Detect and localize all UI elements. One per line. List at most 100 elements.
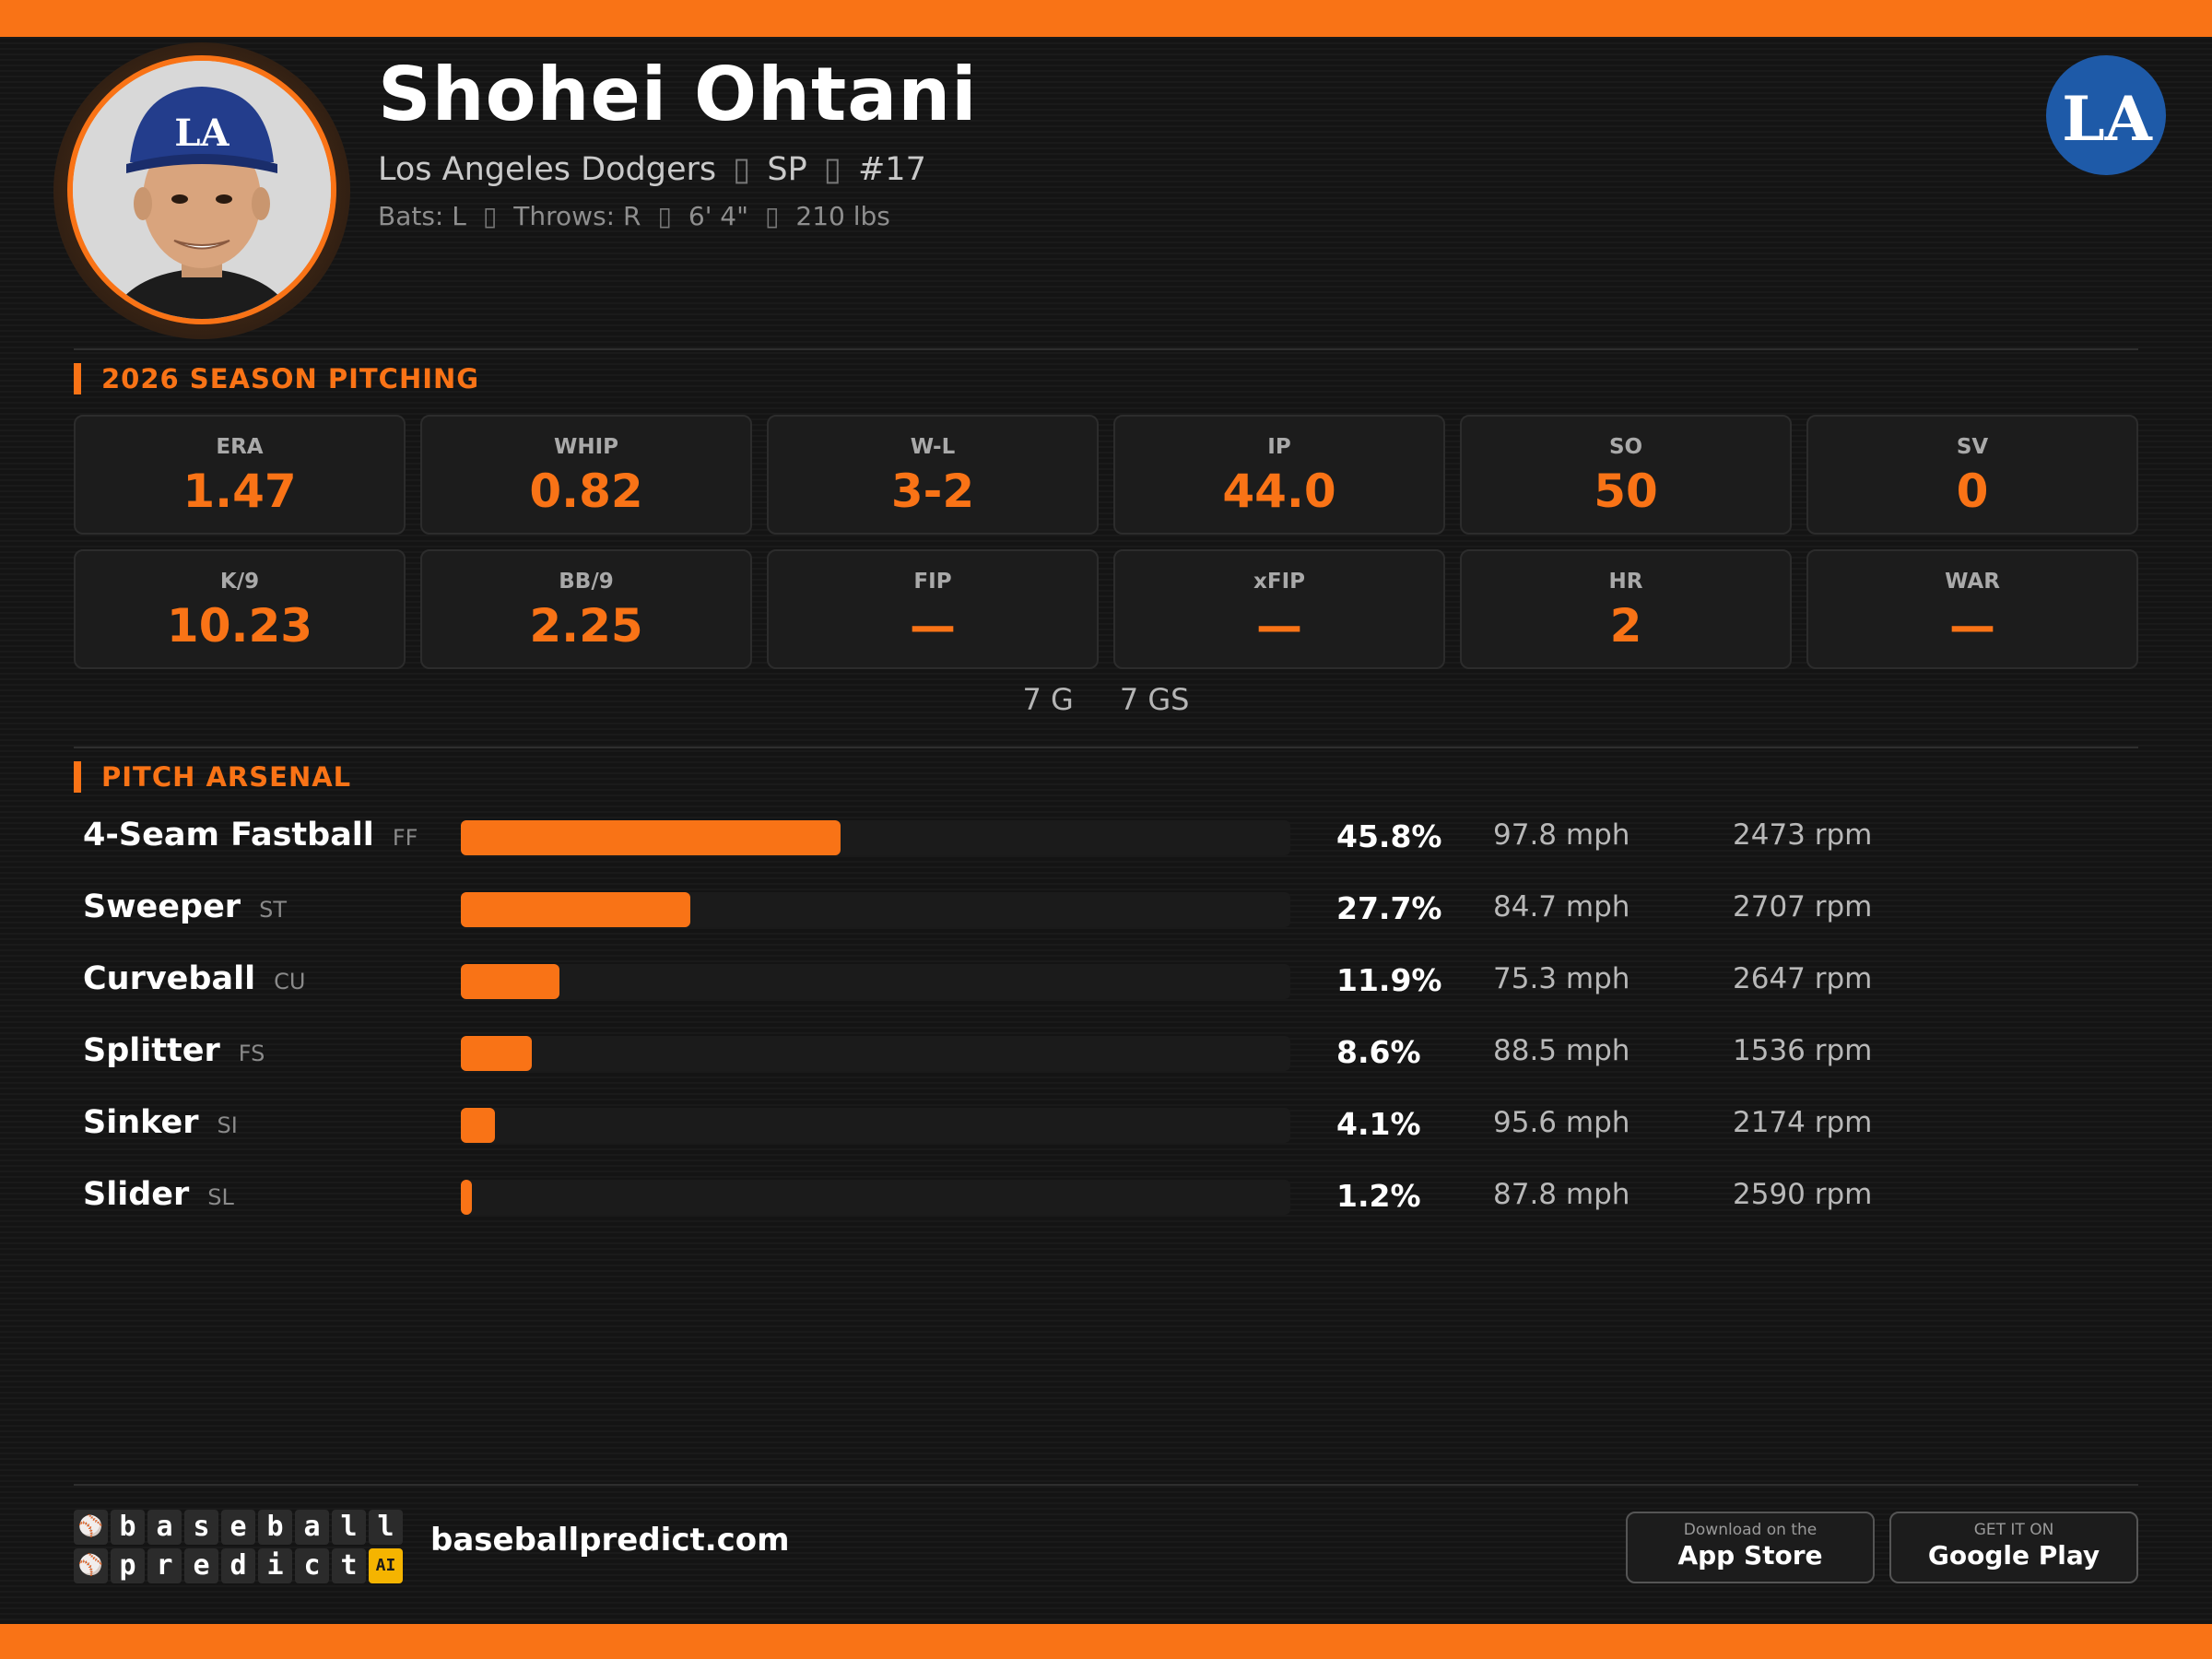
stat-value: 1.47: [182, 465, 297, 518]
stat-card-so: SO 50: [1460, 415, 1792, 535]
player-avatar: LA: [67, 55, 336, 324]
pitch-usage-percent: 11.9%: [1336, 962, 1442, 998]
app-store-button[interactable]: Download on the App Store: [1626, 1512, 1875, 1583]
separator: ▯: [657, 201, 672, 231]
stat-value: —: [1949, 599, 1995, 653]
pitch-spin-rate: 2174 rpm: [1733, 1106, 1873, 1139]
stat-value: 3-2: [890, 465, 975, 518]
brand-letter-tile: p: [111, 1548, 145, 1583]
stat-card-era: ERA 1.47: [74, 415, 406, 535]
stat-card-w-l: W-L 3-2: [767, 415, 1099, 535]
brand-letter-tile: l: [332, 1510, 366, 1545]
header-divider: [74, 348, 2138, 350]
season-stat-grid: ERA 1.47 WHIP 0.82 W-L 3-2 IP 44.0 SO 50 SV 0 K/9 10.…: [74, 415, 2138, 669]
brand-letter-tile: e: [184, 1548, 218, 1583]
stat-label: SO: [1608, 435, 1643, 459]
pitch-row: Sweeper ST 27.7% 84.7 mph 2707 rpm: [74, 877, 2138, 949]
brand-letter-tile: a: [147, 1510, 182, 1545]
player-name: Shohei Ohtani: [378, 52, 978, 137]
stat-label: xFIP: [1253, 570, 1305, 594]
pitch-spin-rate: 1536 rpm: [1733, 1034, 1873, 1067]
stat-label: SV: [1956, 435, 1989, 459]
pitch-name-cell: 4-Seam Fastball FF: [83, 817, 418, 853]
pitch-name-cell: Splitter FS: [83, 1032, 265, 1069]
usage-bar-track: [461, 892, 1290, 927]
pitch-name-cell: Sinker SI: [83, 1104, 238, 1141]
pitch-name-cell: Curveball CU: [83, 960, 305, 997]
games-played: 7 G: [1022, 682, 1074, 717]
stat-card-xfip: xFIP —: [1113, 549, 1445, 669]
stat-card-whip: WHIP 0.82: [420, 415, 752, 535]
stat-value: 2: [1609, 599, 1642, 653]
games-summary: 7 G 7 GS: [0, 682, 2212, 717]
player-weight: 210 lbs: [795, 201, 890, 231]
stat-value: —: [1256, 599, 1302, 653]
brand-letter-tile: a: [295, 1510, 329, 1545]
stat-value: 50: [1594, 465, 1658, 518]
brand-logo-line-1: ⚾ b a s e b a l l: [74, 1510, 409, 1545]
stat-card-sv: SV 0: [1806, 415, 2138, 535]
stat-label: WAR: [1945, 570, 2000, 594]
pitch-code: FS: [238, 1041, 265, 1066]
pitch-name-cell: Slider SL: [83, 1176, 234, 1213]
games-started: 7 GS: [1119, 682, 1190, 717]
stat-card-war: WAR —: [1806, 549, 2138, 669]
arsenal-section-title: PITCH ARSENAL: [74, 761, 351, 793]
season-section-title: 2026 SEASON PITCHING: [74, 363, 479, 394]
pitch-row: Slider SL 1.2% 87.8 mph 2590 rpm: [74, 1165, 2138, 1237]
baseballpredict-logo[interactable]: ⚾ b a s e b a l l ⚾ p r e d i c t AI: [74, 1510, 409, 1583]
top-accent-bar: [0, 0, 2212, 37]
stat-card-bb-9: BB/9 2.25: [420, 549, 752, 669]
stat-card-ip: IP 44.0: [1113, 415, 1445, 535]
pitch-code: SL: [207, 1184, 234, 1210]
brand-letter-tile: e: [221, 1510, 255, 1545]
stat-card-fip: FIP —: [767, 549, 1099, 669]
pitch-usage-percent: 1.2%: [1336, 1178, 1421, 1214]
google-play-button[interactable]: GET IT ON Google Play: [1889, 1512, 2138, 1583]
brand-logo-line-2: ⚾ p r e d i c t AI: [74, 1548, 409, 1583]
player-team-line: Los Angeles Dodgers ▯ SP ▯ #17: [378, 151, 926, 188]
team-logo-text: LA: [2062, 83, 2152, 155]
brand-ai-badge: AI: [369, 1548, 403, 1583]
stat-value: 0: [1956, 465, 1989, 518]
player-bats: Bats: L: [378, 201, 466, 231]
stat-label: WHIP: [553, 435, 619, 459]
usage-bar-fill: [461, 820, 841, 855]
brand-letter-tile: b: [111, 1510, 145, 1545]
usage-bar-track: [461, 820, 1290, 855]
team-logo: LA: [2046, 55, 2166, 175]
pitch-velocity: 75.3 mph: [1493, 962, 1630, 995]
dodgers-logo-icon: LA: [2062, 83, 2152, 155]
pitch-velocity: 84.7 mph: [1493, 890, 1630, 924]
player-team: Los Angeles Dodgers: [378, 151, 717, 188]
baseball-icon: ⚾: [74, 1548, 108, 1583]
stat-value: 2.25: [529, 599, 643, 653]
pitch-code: CU: [274, 969, 306, 994]
player-height: 6' 4": [688, 201, 748, 231]
usage-bar-fill: [461, 1108, 495, 1143]
player-bio-line: Bats: L ▯ Throws: R ▯ 6' 4" ▯ 210 lbs: [378, 201, 890, 231]
pitch-spin-rate: 2473 rpm: [1733, 818, 1873, 852]
player-number: #17: [857, 151, 926, 188]
svg-text:LA: LA: [174, 112, 229, 155]
pitch-velocity: 97.8 mph: [1493, 818, 1630, 852]
separator: ▯: [823, 151, 841, 188]
pitch-velocity: 88.5 mph: [1493, 1034, 1630, 1067]
usage-bar-track: [461, 1108, 1290, 1143]
pitch-row: Curveball CU 11.9% 75.3 mph 2647 rpm: [74, 949, 2138, 1021]
pitch-usage-percent: 8.6%: [1336, 1034, 1421, 1070]
pitch-name: 4-Seam Fastball: [83, 817, 374, 853]
stat-value: 44.0: [1222, 465, 1336, 518]
google-play-label: Google Play: [1927, 1540, 2100, 1571]
pitch-code: FF: [392, 825, 418, 851]
google-play-caption: GET IT ON: [1973, 1521, 2054, 1539]
player-throws: Throws: R: [513, 201, 641, 231]
usage-bar-fill: [461, 964, 560, 999]
section-divider: [74, 747, 2138, 748]
brand-letter-tile: l: [369, 1510, 403, 1545]
brand-letter-tile: d: [221, 1548, 255, 1583]
pitch-velocity: 87.8 mph: [1493, 1178, 1630, 1211]
bottom-accent-bar: [0, 1624, 2212, 1659]
stat-label: ERA: [216, 435, 264, 459]
site-link[interactable]: baseballpredict.com: [430, 1522, 790, 1559]
